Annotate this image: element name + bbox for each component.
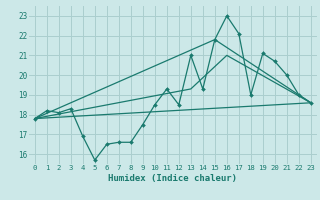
X-axis label: Humidex (Indice chaleur): Humidex (Indice chaleur) bbox=[108, 174, 237, 183]
